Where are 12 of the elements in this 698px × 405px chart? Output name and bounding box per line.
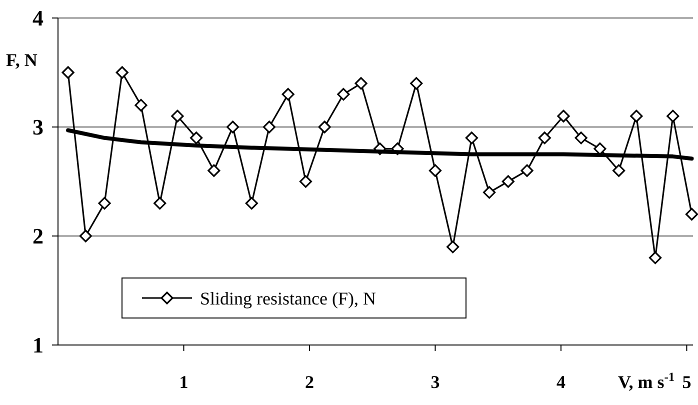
x-tick-label: 5 [682,372,692,392]
x-tick-label: 4 [556,372,566,392]
x-axis-title: V, m s$^{-1}$ [618,370,675,392]
legend-label: Sliding resistance (F), N [200,288,376,308]
y-axis-title: F, N [6,50,38,70]
y-tick-label: 2 [32,224,44,249]
x-tick-label: 2 [304,372,314,392]
x-tick-label: 1 [179,372,188,392]
y-tick-label: 3 [32,114,44,140]
y-tick-label: 1 [32,332,44,358]
x-tick-label: 3 [430,372,440,392]
y-tick-label: 4 [32,6,44,31]
